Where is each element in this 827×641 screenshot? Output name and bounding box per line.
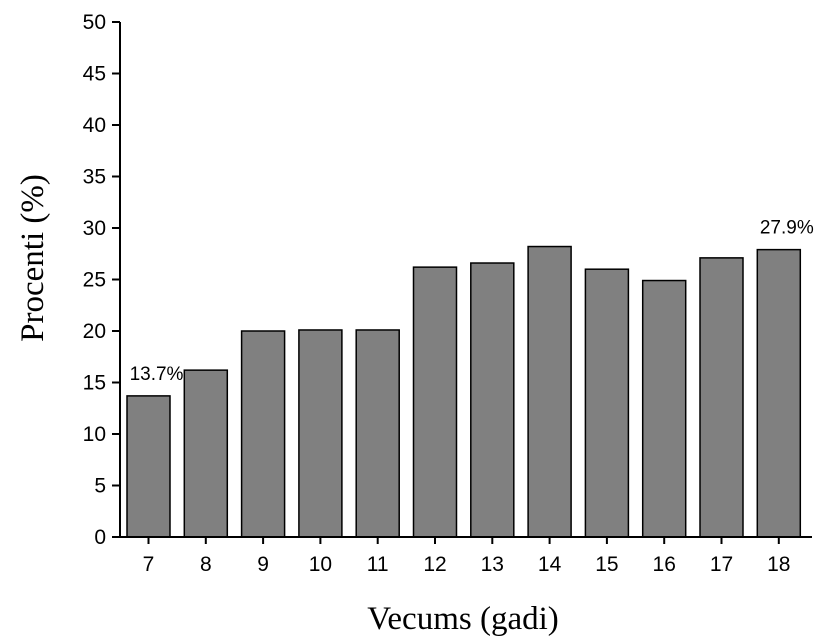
data-label-7: 13.7% bbox=[130, 364, 184, 385]
x-tick-label: 8 bbox=[200, 553, 212, 576]
bar-13 bbox=[470, 262, 515, 538]
y-tick-label: 40 bbox=[83, 114, 106, 137]
annotations-group: 13.7% 27.9% bbox=[130, 218, 814, 385]
x-axis-title: Vecums (gadi) bbox=[367, 601, 559, 637]
x-tick-label: 13 bbox=[481, 553, 504, 576]
y-tick-label: 0 bbox=[94, 526, 106, 549]
bar-17 bbox=[699, 257, 744, 538]
x-tick-label: 16 bbox=[653, 553, 676, 576]
bar-7 bbox=[126, 395, 171, 538]
y-tick-label: 5 bbox=[94, 475, 106, 498]
bar-8 bbox=[183, 369, 229, 538]
x-tick-label: 15 bbox=[595, 553, 618, 576]
bar-10 bbox=[298, 329, 343, 538]
y-tick-label: 50 bbox=[83, 11, 106, 34]
y-axis-title: Procenti (%) bbox=[15, 174, 51, 342]
x-tick-label: 18 bbox=[767, 553, 790, 576]
y-tick-label: 20 bbox=[83, 320, 106, 343]
x-tick-label: 7 bbox=[143, 553, 155, 576]
x-ticks-group: 7 8 9 10 11 12 13 14 15 16 17 18 bbox=[143, 537, 790, 576]
bar-11 bbox=[355, 329, 400, 538]
x-tick-label: 9 bbox=[257, 553, 269, 576]
y-tick-label: 25 bbox=[83, 269, 106, 292]
bar-9 bbox=[240, 330, 286, 538]
x-tick-label: 17 bbox=[710, 553, 733, 576]
x-tick-label: 11 bbox=[367, 553, 389, 576]
y-tick-label: 35 bbox=[83, 166, 106, 189]
bars-group bbox=[126, 245, 802, 538]
x-tick-label: 10 bbox=[309, 553, 332, 576]
bar-18 bbox=[756, 248, 802, 538]
y-tick-label: 10 bbox=[83, 423, 106, 446]
data-label-18: 27.9% bbox=[760, 218, 814, 239]
bar-16 bbox=[641, 279, 687, 538]
bar-12 bbox=[412, 266, 458, 538]
y-ticks-group: 0 5 10 15 20 25 30 35 40 45 50 bbox=[83, 11, 120, 549]
bar-15 bbox=[584, 268, 630, 538]
y-tick-label: 15 bbox=[83, 372, 106, 395]
x-tick-label: 12 bbox=[423, 553, 446, 576]
x-tick-label: 14 bbox=[538, 553, 562, 576]
bar-14 bbox=[527, 245, 572, 538]
y-tick-label: 30 bbox=[83, 217, 106, 240]
y-tick-label: 45 bbox=[83, 63, 106, 86]
